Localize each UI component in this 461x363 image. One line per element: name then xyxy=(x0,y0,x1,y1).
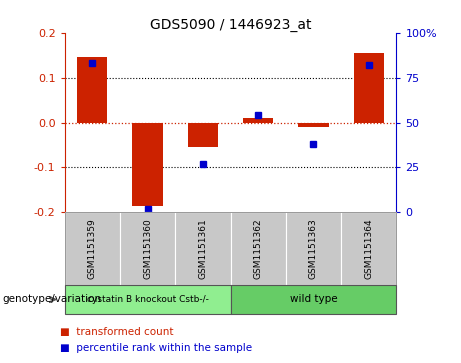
Text: GSM1151364: GSM1151364 xyxy=(364,218,373,279)
Title: GDS5090 / 1446923_at: GDS5090 / 1446923_at xyxy=(150,18,311,32)
Text: GSM1151360: GSM1151360 xyxy=(143,218,152,279)
Text: ■  transformed count: ■ transformed count xyxy=(60,327,173,337)
Bar xyxy=(188,123,218,147)
Bar xyxy=(65,212,120,285)
Text: GSM1151363: GSM1151363 xyxy=(309,218,318,279)
Bar xyxy=(65,285,230,314)
Bar xyxy=(132,123,163,205)
Bar xyxy=(243,118,273,123)
Text: wild type: wild type xyxy=(290,294,337,305)
Bar xyxy=(120,212,175,285)
Text: genotype/variation: genotype/variation xyxy=(2,294,101,305)
Bar xyxy=(286,212,341,285)
Text: GSM1151362: GSM1151362 xyxy=(254,218,263,279)
Bar xyxy=(175,212,230,285)
Bar xyxy=(230,285,396,314)
Bar xyxy=(341,212,396,285)
Bar xyxy=(298,123,329,127)
Text: ■  percentile rank within the sample: ■ percentile rank within the sample xyxy=(60,343,252,354)
Text: cystatin B knockout Cstb-/-: cystatin B knockout Cstb-/- xyxy=(87,295,208,304)
Text: GSM1151359: GSM1151359 xyxy=(88,218,97,279)
Bar xyxy=(77,57,107,123)
Bar xyxy=(354,53,384,123)
Text: GSM1151361: GSM1151361 xyxy=(198,218,207,279)
Bar xyxy=(230,212,286,285)
